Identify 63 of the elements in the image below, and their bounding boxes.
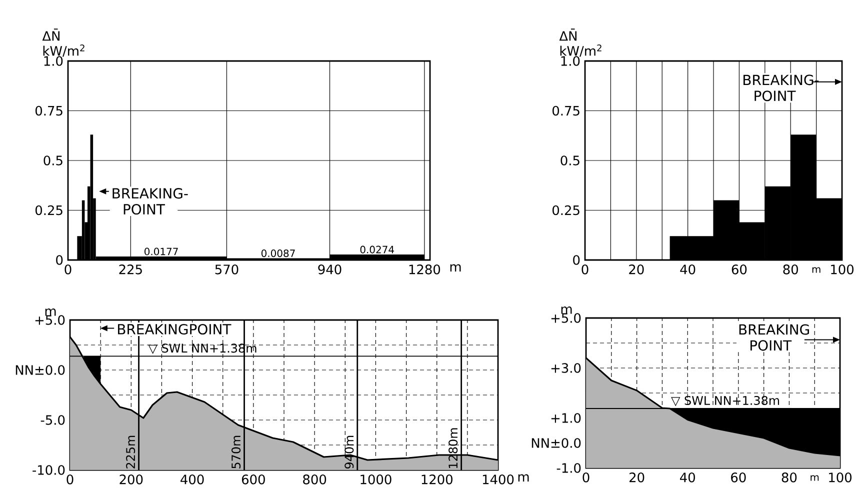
x-tick-label: 600 — [242, 474, 265, 484]
x-axis-title: m — [450, 264, 461, 272]
data-label: 0.0177 — [144, 248, 178, 256]
y-tick-label: NN±0.0 — [532, 438, 581, 448]
y-tick-label: -10.0 — [32, 465, 65, 475]
y-tick-label: -5.0 — [40, 415, 65, 425]
x-tick-label: 1280 — [409, 264, 440, 274]
x-tick-label: 0 — [582, 472, 590, 482]
x-tick-label: 100 — [829, 472, 852, 482]
ref-line-label: 225m — [126, 436, 136, 468]
y-axis-title: ΔN̄ kW/m$^{2}$ — [559, 28, 602, 57]
y-tick-label: 0.5 — [44, 156, 62, 166]
data-label: 0.0087 — [261, 250, 295, 258]
x-tick-label: 0 — [66, 474, 74, 484]
y-tick-label: 0.25 — [36, 205, 62, 216]
x-tick-label: 40 — [680, 264, 696, 274]
y-tick-label: NN±0.0 — [16, 365, 65, 375]
x-tick-label: 60 — [731, 472, 746, 482]
x-tick-label: 200 — [120, 474, 143, 484]
ref-line-label: 940m — [344, 436, 354, 469]
ref-line-label: 570m — [232, 436, 241, 468]
y-tick-label: 0.25 — [552, 205, 580, 216]
y-tick-label: 0.5 — [560, 156, 580, 166]
x-tick-label: 400 — [180, 474, 204, 484]
x-tick-label: 1200 — [422, 474, 452, 484]
y-tick-label: -1.0 — [556, 463, 581, 473]
x-axis-title: m — [810, 475, 819, 481]
ref-line-label: 1280m — [448, 428, 458, 468]
y-tick-label: 0.75 — [552, 106, 580, 116]
x-tick-label: 0 — [64, 264, 72, 274]
x-tick-label: 225 — [119, 264, 142, 274]
y-tick-label: +1.0 — [551, 413, 581, 423]
x-tick-label: 1400 — [482, 474, 514, 484]
y-tick-label: 1.0 — [561, 56, 580, 66]
y-axis-title: m — [561, 306, 572, 314]
x-tick-label: 60 — [732, 264, 747, 274]
y-tick-label: 0 — [573, 255, 580, 265]
x-tick-label: 20 — [629, 264, 644, 274]
annotation: BREAKINGPOINT — [118, 324, 232, 334]
x-tick-label: 40 — [680, 472, 695, 482]
x-tick-label: 80 — [783, 264, 798, 274]
x-axis-title: m — [518, 474, 529, 482]
x-tick-label: 0 — [582, 264, 588, 274]
y-axis-title: ΔN̄ kW/m$^{2}$ — [42, 28, 84, 57]
y-axis-title: m — [45, 308, 56, 316]
x-tick-label: 800 — [303, 474, 326, 484]
x-tick-label: 100 — [831, 264, 854, 274]
y-tick-label: +3.0 — [551, 363, 581, 373]
data-label: 0.0274 — [360, 246, 394, 254]
x-tick-label: 1000 — [360, 474, 392, 484]
ref-line-label: ▽ SWL NN+1.38m — [671, 396, 780, 406]
y-tick-label: 1.0 — [44, 56, 63, 66]
x-tick-label: 20 — [630, 472, 644, 482]
x-tick-label: 80 — [782, 472, 797, 482]
x-axis-title: m — [812, 267, 820, 273]
annotation: BREAKING POINT — [739, 324, 809, 351]
y-tick-label: 0.75 — [36, 106, 62, 116]
y-tick-label: 0 — [56, 255, 63, 265]
y-tick-label: +5.0 — [551, 313, 581, 323]
annotation: BREAKING-POINT — [112, 188, 188, 215]
y-tick-label: +5.0 — [35, 315, 65, 325]
x-tick-label: 940 — [318, 264, 342, 274]
x-tick-label: 570 — [215, 264, 238, 274]
